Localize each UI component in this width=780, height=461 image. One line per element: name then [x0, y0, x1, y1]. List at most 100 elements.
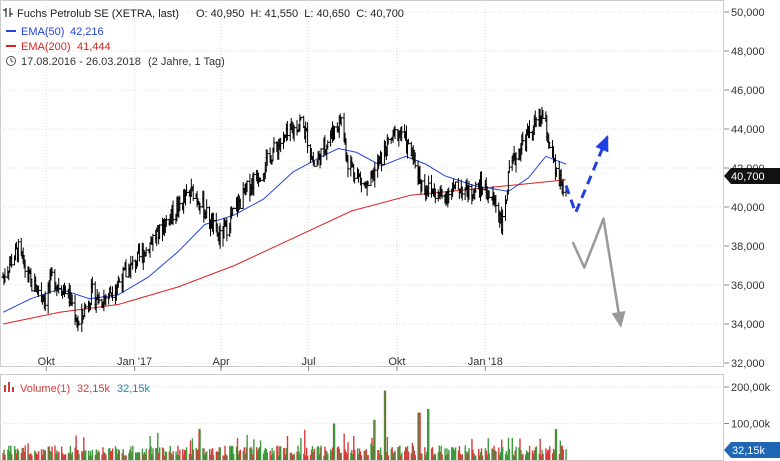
volume-bar	[69, 445, 72, 460]
volume-bar	[239, 449, 242, 460]
volume-bar	[199, 428, 201, 460]
volume-bar	[445, 455, 447, 460]
volume-bar	[81, 451, 83, 460]
volume-bar	[91, 449, 94, 460]
volume-bar	[258, 446, 261, 460]
volume-bar	[356, 448, 359, 460]
volume-bar	[421, 453, 423, 460]
volume-bar	[11, 454, 13, 460]
volume-bar	[165, 452, 168, 460]
volume-bar	[555, 428, 558, 460]
volume-bar	[7, 449, 9, 460]
volume-bar	[399, 445, 401, 460]
volume-bar	[284, 454, 287, 460]
volume-bar	[278, 455, 280, 460]
volume-bar	[185, 447, 188, 460]
volume-bar	[486, 454, 489, 460]
volume-bar	[410, 453, 413, 460]
volume-bar	[82, 452, 84, 460]
volume-bar	[392, 453, 394, 460]
volume-bar	[188, 453, 191, 460]
volume-bar	[115, 448, 118, 460]
volume-bar	[441, 454, 443, 460]
volume-bar	[501, 439, 503, 460]
volume-bar	[411, 442, 414, 460]
volume-bar	[521, 455, 523, 460]
volume-bar	[525, 454, 527, 460]
volume-bar	[317, 445, 319, 460]
volume-bar	[15, 453, 18, 460]
volume-bar	[386, 436, 389, 460]
last-volume-value: 32,15k	[732, 445, 766, 457]
ema50-value: 42,216	[70, 26, 104, 38]
volume-bar	[198, 428, 200, 460]
volume-bar	[158, 452, 160, 460]
volume-bar	[8, 445, 10, 460]
volume-bar	[474, 455, 476, 460]
volume-bar	[49, 451, 51, 460]
volume-bar	[54, 445, 56, 460]
volume-bar	[512, 454, 514, 460]
volume-bar	[528, 445, 531, 460]
forecast-up-arrow-head	[595, 134, 609, 153]
volume-bar	[507, 437, 510, 460]
volume-bar	[202, 448, 204, 460]
volume-bar	[337, 446, 340, 460]
volume-bar	[360, 455, 363, 460]
volume-bar	[298, 451, 300, 460]
volume-bar	[256, 450, 259, 460]
volume-bar	[499, 454, 501, 460]
volume-bar	[434, 454, 437, 460]
volume-bar	[232, 446, 234, 460]
volume-bar	[252, 454, 254, 460]
volume-bar	[57, 453, 59, 460]
last-price-badge: 40,700	[724, 168, 780, 184]
volume-bar	[118, 450, 121, 460]
price-tick-label: 32,000	[731, 358, 765, 370]
volume-bar	[123, 455, 125, 460]
volume-bar	[61, 453, 64, 460]
price-tick-label: 46,000	[731, 85, 765, 97]
volume-bar	[535, 446, 538, 460]
volume-bar	[195, 447, 197, 460]
volume-bar	[31, 455, 33, 460]
volume-bar	[110, 451, 113, 460]
volume-bar	[109, 447, 111, 460]
volume-bar	[96, 453, 98, 460]
volume-bar	[492, 448, 494, 460]
volume-bar	[175, 451, 177, 460]
volume-bar	[387, 455, 390, 460]
volume-bar	[246, 434, 248, 460]
volume-bar	[203, 448, 205, 460]
volume-bar	[13, 446, 16, 460]
volume-bar	[98, 452, 100, 460]
volume-bar	[513, 455, 515, 460]
price-tick-label: 38,000	[731, 241, 765, 253]
volume-bar	[256, 447, 258, 460]
volume-bar	[34, 450, 36, 460]
volume-bar	[546, 452, 548, 460]
volume-bar	[372, 445, 374, 460]
volume-bar	[43, 450, 46, 460]
bar-chart-icon	[4, 382, 14, 392]
volume-bar	[514, 450, 516, 460]
volume-bar	[266, 452, 269, 460]
volume-bar	[473, 453, 475, 460]
volume-bars	[2, 390, 567, 460]
volume-bar	[327, 453, 329, 460]
volume-bar	[534, 447, 537, 460]
volume-bar	[467, 451, 469, 460]
volume-bar	[452, 447, 454, 460]
date-tick-label: Okt	[38, 356, 55, 368]
volume-bar	[141, 448, 144, 460]
volume-bar	[485, 450, 488, 460]
volume-bar	[310, 449, 313, 460]
volume-bar	[532, 453, 535, 460]
volume-bar	[242, 450, 244, 460]
volume-bar	[454, 447, 457, 460]
volume-bar	[121, 453, 123, 460]
volume-bar	[484, 448, 487, 460]
volume-bar	[296, 451, 298, 460]
volume-bar	[116, 453, 119, 460]
